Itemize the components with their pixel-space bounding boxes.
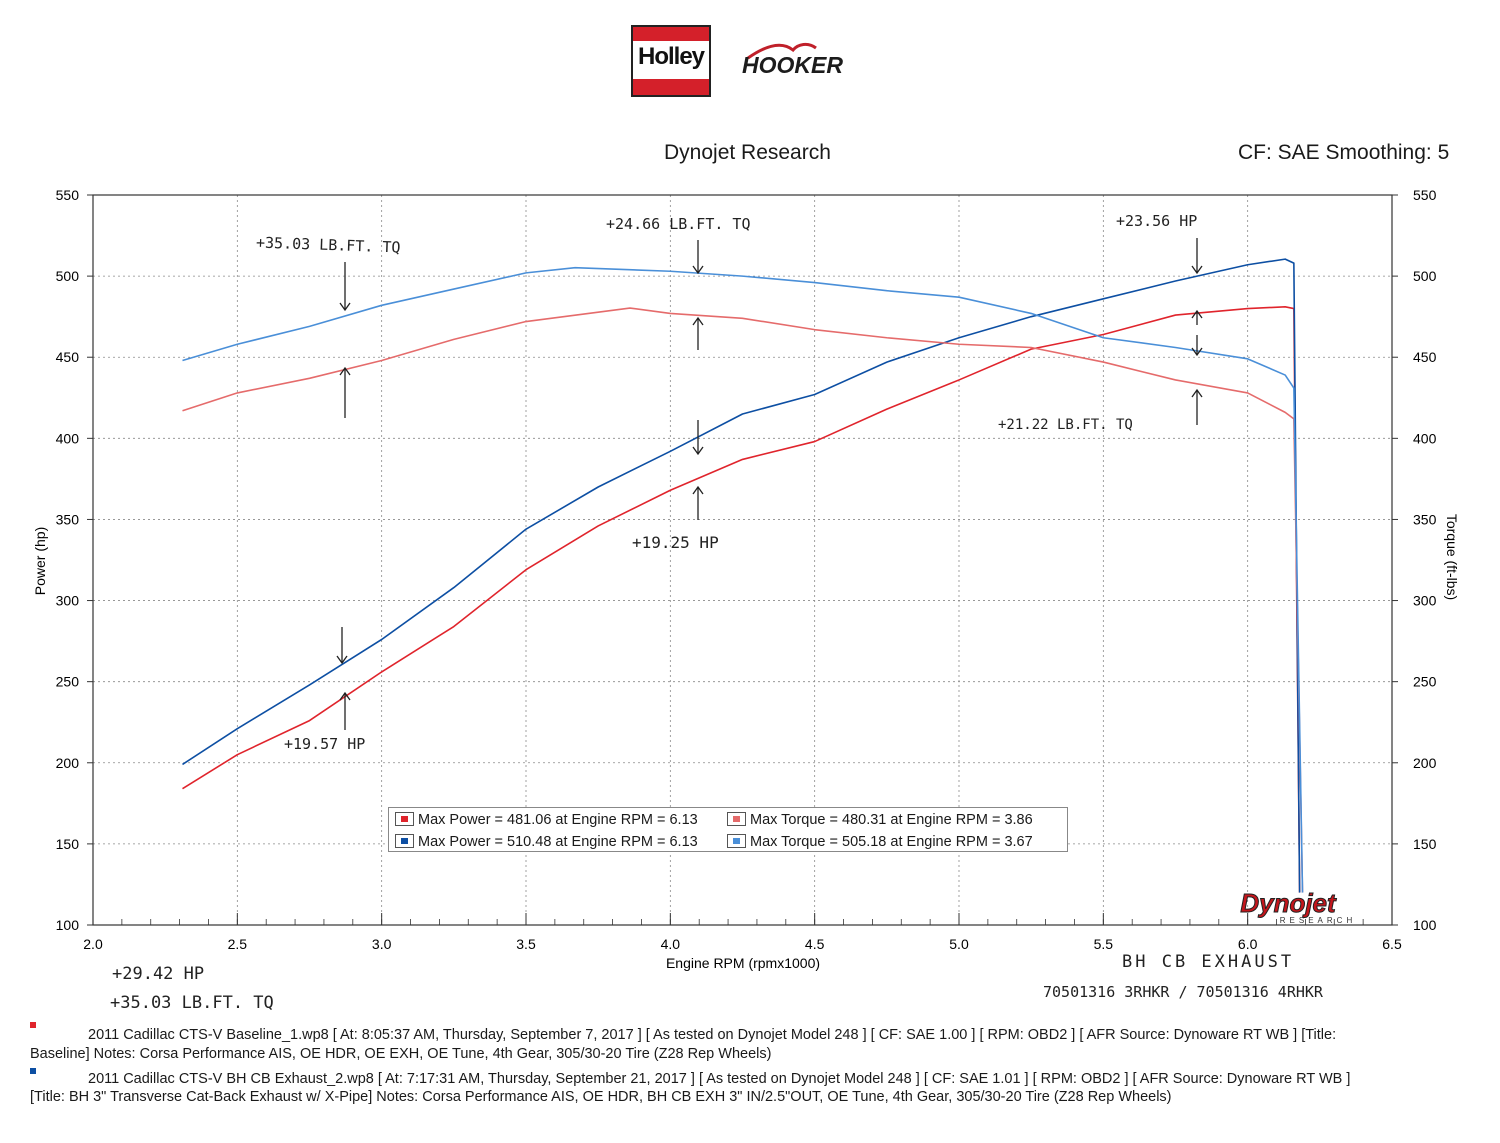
hooker-logo: HOOKER: [738, 40, 878, 90]
x-tick-label: 5.0: [949, 936, 969, 952]
annotation-tq-mid: +24.66 LB.FT. TQ: [606, 215, 751, 233]
y2-tick-label: 100: [1413, 917, 1437, 933]
run2-marker: [30, 1068, 36, 1074]
y2-tick-label: 350: [1413, 511, 1437, 527]
legend-label: Max Torque = 480.31 at Engine RPM = 3.86: [750, 812, 1033, 828]
arrow-hp-left-down-head: [336, 655, 348, 665]
arrow-hp-mid-down-head: [692, 446, 704, 456]
x-tick-label: 3.0: [372, 936, 392, 952]
series-line-1: [182, 258, 1301, 893]
dynojet-watermark: Dynojet RESEARCH: [1240, 888, 1356, 926]
run1-notes-line2: Baseline] Notes: Corsa Performance AIS, …: [30, 1046, 772, 1062]
arrow-tq-left-down-head: [339, 302, 351, 312]
chart-axes: [87, 194, 1398, 926]
y2-tick-label: 550: [1413, 187, 1437, 203]
arrow-hp-left-up-head: [339, 691, 351, 701]
run1-marker: [30, 1022, 36, 1028]
y2-tick-label: 300: [1413, 593, 1437, 609]
y-tick-label: 300: [56, 593, 80, 609]
hooker-swoosh-icon: [747, 42, 817, 60]
series-line-2: [182, 307, 1304, 893]
y-tick-label: 200: [56, 755, 80, 771]
holley-logo-text: Holley: [637, 43, 705, 70]
y-tick-label: 450: [56, 349, 80, 365]
chart-tick-labels: 100 100 150 150 200 200 250 250 300 300 350 350 400 4…: [56, 187, 1437, 952]
y2-tick-label: 250: [1413, 674, 1437, 690]
x-tick-label: 2.5: [228, 936, 248, 952]
y2-tick-label: 200: [1413, 755, 1437, 771]
annotation-tq-right: +21.22 LB.FT. TQ: [998, 417, 1133, 433]
y-tick-label: 150: [56, 836, 80, 852]
y-tick-label: 500: [56, 268, 80, 284]
watermark-brand: Dynojet: [1240, 888, 1337, 918]
y2-tick-label: 150: [1413, 836, 1437, 852]
correction-factor-label: CF: SAE Smoothing: 5: [1238, 141, 1450, 164]
legend-label: Max Power = 510.48 at Engine RPM = 6.13: [418, 834, 698, 850]
y-tick-label: 350: [56, 511, 80, 527]
arrow-tq-left-up-head: [339, 366, 351, 376]
arrow-hp-mid-up-head: [692, 485, 704, 495]
y-axis-label: Power (hp): [32, 527, 48, 595]
y2-tick-label: 500: [1413, 268, 1437, 284]
chart-title: Dynojet Research: [664, 141, 831, 164]
series-line-0: [182, 306, 1301, 893]
chart-series: [182, 258, 1304, 893]
x-tick-label: 5.5: [1094, 936, 1114, 952]
run1-notes-line1: 2011 Cadillac CTS-V Baseline_1.wp8 [ At:…: [88, 1027, 1337, 1043]
hooker-logo-text: HOOKER: [742, 52, 843, 78]
annotation-hp-left: +19.57 HP: [284, 735, 366, 753]
annotation-hp-mid: +19.25 HP: [632, 533, 719, 552]
y2-tick-label: 450: [1413, 349, 1437, 365]
legend-swatch-light-red: [727, 812, 746, 826]
y-tick-label: 400: [56, 430, 80, 446]
arrow-hp-right-up-head: [1191, 309, 1203, 319]
x-tick-label: 6.0: [1238, 936, 1258, 952]
legend-red-torque: Max Torque = 480.31 at Engine RPM = 3.86: [727, 812, 1033, 828]
watermark-sub: RESEARCH: [1280, 916, 1356, 925]
annotation-summary-tq: +35.03 LB.FT. TQ: [110, 993, 274, 1013]
x-tick-label: 4.5: [805, 936, 825, 952]
arrow-tq-right-up-head: [1191, 388, 1203, 398]
legend-label: Max Torque = 505.18 at Engine RPM = 3.67: [750, 834, 1033, 850]
arrow-tq-mid-down-head: [692, 265, 704, 275]
y-tick-label: 550: [56, 187, 80, 203]
arrow-tq-right-down-head: [1191, 347, 1203, 357]
annotation-hp-right: +23.56 HP: [1116, 212, 1198, 230]
arrow-tq-mid-up-head: [692, 316, 704, 326]
y2-axis-label: Torque (ft-lbs): [1444, 514, 1460, 600]
chart-legend: Max Power = 481.06 at Engine RPM = 6.13 …: [388, 807, 1068, 852]
run2-notes-line2: [Title: BH 3" Transverse Cat-Back Exhaus…: [30, 1089, 1172, 1105]
legend-swatch-blue: [395, 834, 414, 848]
legend-swatch-red: [395, 812, 414, 826]
legend-blue-torque: Max Torque = 505.18 at Engine RPM = 3.67: [727, 834, 1033, 850]
annotation-exhaust: BH CB EXHAUST: [1122, 952, 1295, 972]
y2-tick-label: 400: [1413, 430, 1437, 446]
x-tick-label: 6.5: [1382, 936, 1402, 952]
y-tick-label: 250: [56, 674, 80, 690]
annotation-arrows: [336, 238, 1203, 730]
x-tick-label: 4.0: [661, 936, 681, 952]
series-line-3: [182, 266, 1304, 893]
annotation-summary-hp: +29.42 HP: [112, 964, 205, 984]
holley-logo: Holley: [631, 25, 711, 97]
legend-blue-power: Max Power = 510.48 at Engine RPM = 6.13: [395, 834, 698, 850]
legend-red-power: Max Power = 481.06 at Engine RPM = 6.13: [395, 812, 698, 828]
legend-swatch-light-blue: [727, 834, 746, 848]
legend-label: Max Power = 481.06 at Engine RPM = 6.13: [418, 812, 698, 828]
plot-frame: [92, 194, 1393, 926]
x-tick-label: 3.5: [516, 936, 536, 952]
x-tick-label: 2.0: [83, 936, 103, 952]
y-tick-label: 100: [56, 917, 80, 933]
run2-notes-line1: 2011 Cadillac CTS-V BH CB Exhaust_2.wp8 …: [88, 1071, 1351, 1087]
x-axis-label: Engine RPM (rpmx1000): [666, 955, 820, 971]
arrow-hp-right-down-head: [1191, 265, 1203, 275]
annotation-part-numbers: 70501316 3RHKR / 70501316 4RHKR: [1043, 983, 1323, 1001]
